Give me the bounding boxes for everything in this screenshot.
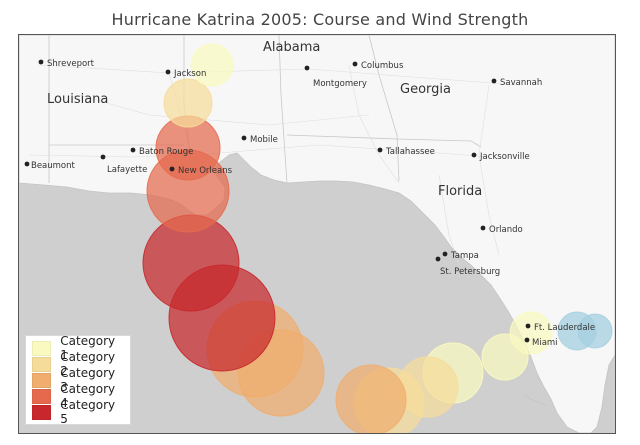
legend-item-category-2: Category 2 xyxy=(32,350,124,378)
state-label-louisiana: Louisiana xyxy=(47,92,108,107)
state-labels: Louisiana Alabama Georgia Florida xyxy=(47,40,482,199)
city-marker-icon xyxy=(38,59,44,65)
city-marker-icon xyxy=(471,152,477,158)
track-point-category-1[interactable] xyxy=(190,43,234,87)
city-label: Tallahassee xyxy=(385,147,435,157)
city-label: Baton Rouge xyxy=(139,147,193,157)
city-label: Mobile xyxy=(250,135,278,145)
city-label: Columbus xyxy=(361,61,404,71)
track-point-category-1[interactable] xyxy=(481,333,529,381)
city-marker-icon xyxy=(442,251,448,257)
legend-label: Category 5 xyxy=(60,398,116,426)
city-beaumont[interactable]: Beaumont xyxy=(24,161,76,171)
city-marker-icon xyxy=(377,147,383,153)
legend-label: Category 2 xyxy=(60,350,116,378)
city-label: Ft. Lauderdale xyxy=(534,323,595,333)
state-label-florida: Florida xyxy=(438,184,482,199)
track-point-category-2[interactable] xyxy=(163,78,213,128)
legend-item-category-3: Category 3 xyxy=(32,366,124,394)
city-label: Miami xyxy=(532,338,558,348)
city-marker-icon xyxy=(165,69,171,75)
map-svg: Shreveport Jackson Columbus Montgomery Savan… xyxy=(19,35,615,433)
city-label: St. Petersburg xyxy=(440,267,500,277)
city-jacksonville[interactable]: Jacksonville xyxy=(471,152,530,162)
city-new-orleans[interactable]: New Orleans xyxy=(169,166,233,176)
track-point-category-3[interactable] xyxy=(335,364,407,433)
legend-item-category-5: Category 5 xyxy=(32,398,124,426)
city-label: Beaumont xyxy=(31,161,76,171)
city-marker-icon xyxy=(480,225,486,231)
city-marker-icon xyxy=(491,78,497,84)
legend-swatch-category-3 xyxy=(32,372,52,388)
city-label: Savannah xyxy=(500,78,542,88)
legend-item-category-1: Category 1 xyxy=(32,334,124,362)
city-label: Tampa xyxy=(450,251,479,261)
state-label-alabama: Alabama xyxy=(263,40,320,55)
hurricane-track xyxy=(142,43,613,433)
legend-label: Category 3 xyxy=(60,366,116,394)
legend-label: Category 1 xyxy=(60,334,116,362)
city-marker-icon xyxy=(304,65,310,71)
legend-label: Category 4 xyxy=(60,382,116,410)
city-savannah[interactable]: Savannah xyxy=(491,78,543,88)
city-label: Lafayette xyxy=(107,165,147,175)
city-marker-icon xyxy=(352,61,358,67)
legend-swatch-category-5 xyxy=(32,404,52,420)
keys-outline xyxy=(523,394,548,406)
map-title: Hurricane Katrina 2005: Course and Wind … xyxy=(111,10,529,29)
city-ft-lauderdale[interactable]: Ft. Lauderdale xyxy=(525,323,596,333)
city-label: New Orleans xyxy=(178,166,233,176)
city-marker-icon xyxy=(24,161,30,167)
city-baton-rouge[interactable]: Baton Rouge xyxy=(130,147,194,157)
city-marker-icon xyxy=(241,135,247,141)
state-label-georgia: Georgia xyxy=(400,82,451,97)
city-montgomery[interactable]: Montgomery xyxy=(304,65,367,89)
track-point-category-tropical[interactable] xyxy=(557,311,597,351)
legend: Category 1 Category 2 Category 3 Categor… xyxy=(25,334,131,426)
city-miami[interactable]: Miami xyxy=(524,337,558,348)
city-lafayette[interactable]: Lafayette xyxy=(100,154,148,175)
city-label: Shreveport xyxy=(47,59,95,69)
city-marker-icon xyxy=(525,323,531,329)
legend-swatch-category-1 xyxy=(32,340,52,356)
city-label: Montgomery xyxy=(313,79,367,89)
city-marker-icon xyxy=(130,147,136,153)
city-mobile[interactable]: Mobile xyxy=(241,135,278,145)
city-marker-icon xyxy=(100,154,106,160)
city-marker-icon xyxy=(435,256,441,262)
city-jackson[interactable]: Jackson xyxy=(165,69,207,79)
legend-item-category-4: Category 4 xyxy=(32,382,124,410)
city-columbus[interactable]: Columbus xyxy=(352,61,404,71)
city-tampa[interactable]: Tampa xyxy=(442,251,479,261)
city-shreveport[interactable]: Shreveport xyxy=(38,59,95,69)
legend-swatch-category-4 xyxy=(32,388,52,404)
cities-layer: Shreveport Jackson Columbus Montgomery Savan… xyxy=(24,59,596,348)
city-label: Orlando xyxy=(489,225,523,235)
city-st-petersburg[interactable]: St. Petersburg xyxy=(435,256,501,277)
city-tallahassee[interactable]: Tallahassee xyxy=(377,147,435,157)
city-label: Jacksonville xyxy=(479,152,530,162)
legend-swatch-category-2 xyxy=(32,356,52,372)
city-marker-icon xyxy=(169,166,175,172)
city-marker-icon xyxy=(524,337,530,343)
city-orlando[interactable]: Orlando xyxy=(480,225,523,235)
city-label: Jackson xyxy=(173,69,206,79)
